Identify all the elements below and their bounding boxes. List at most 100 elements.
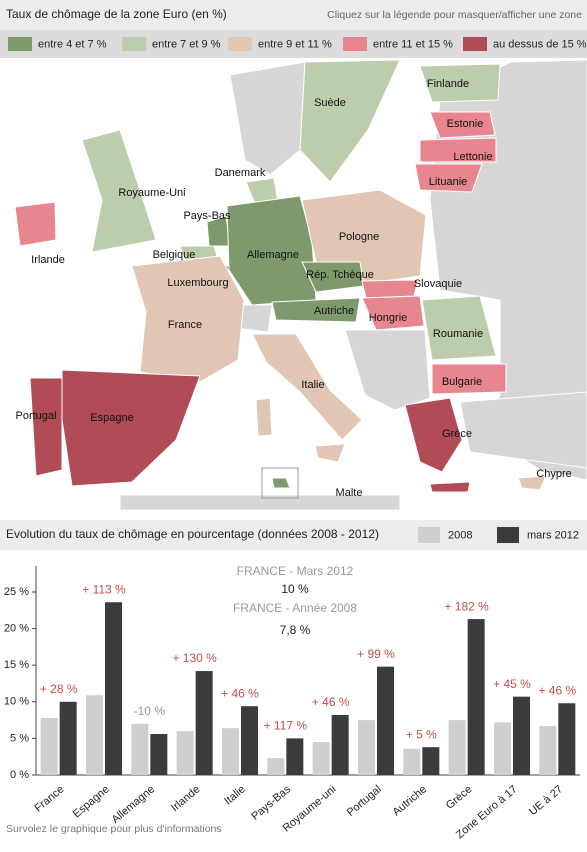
legend-swatch bbox=[343, 37, 367, 51]
chart-title: Evolution du taux de chômage en pourcent… bbox=[6, 527, 379, 541]
country bbox=[414, 163, 483, 193]
country bbox=[29, 377, 63, 477]
x-tick-label: Allemagne bbox=[110, 783, 158, 826]
country-label: Lettonie bbox=[453, 151, 492, 163]
country bbox=[419, 137, 497, 163]
country bbox=[131, 255, 245, 383]
y-tick-label: 10 % bbox=[4, 696, 29, 708]
change-label: + 46 % bbox=[312, 695, 350, 709]
change-label: + 46 % bbox=[538, 683, 576, 697]
legend-label: au dessus de 15 % bbox=[493, 38, 587, 50]
country bbox=[61, 369, 201, 487]
country bbox=[361, 295, 425, 331]
x-tick-label: Espagne bbox=[71, 783, 112, 820]
country-label: Finlande bbox=[427, 78, 469, 90]
chart-footer: Survolez le graphique pour plus d'inform… bbox=[6, 823, 222, 835]
country bbox=[314, 443, 346, 463]
legend-swatch bbox=[228, 37, 252, 51]
bar bbox=[222, 728, 239, 775]
chart-header bbox=[0, 520, 587, 550]
change-label: + 45 % bbox=[493, 677, 531, 691]
annotation: 10 % bbox=[281, 582, 309, 596]
bar bbox=[312, 742, 330, 775]
legend-item[interactable]: entre 9 et 11 % bbox=[228, 37, 332, 51]
country bbox=[404, 397, 463, 473]
x-tick-label: Grèce bbox=[444, 783, 475, 811]
country-label: Allemagne bbox=[247, 249, 299, 261]
legend-swatch bbox=[418, 527, 440, 543]
bar bbox=[131, 723, 149, 775]
legend-swatch bbox=[463, 37, 487, 51]
country bbox=[429, 111, 496, 139]
x-tick-label: Italie bbox=[222, 783, 248, 807]
annotation: 7,8 % bbox=[280, 623, 311, 637]
bar bbox=[513, 696, 530, 775]
country-label: Autriche bbox=[314, 305, 354, 317]
x-tick-label: Irlande bbox=[169, 783, 202, 814]
annotation: FRANCE - Mars 2012 bbox=[237, 564, 354, 578]
legend-swatch bbox=[497, 527, 519, 543]
legend-item[interactable]: entre 7 et 9 % bbox=[122, 37, 221, 51]
x-tick-label: Portugal bbox=[345, 783, 384, 819]
change-label: + 46 % bbox=[221, 686, 259, 700]
country bbox=[255, 397, 273, 437]
country bbox=[419, 63, 501, 103]
bar bbox=[331, 714, 349, 775]
country-label: Royaume-Uni bbox=[118, 187, 185, 199]
country-label: Luxembourg bbox=[167, 277, 228, 289]
country bbox=[271, 477, 291, 489]
country-label: Pologne bbox=[339, 231, 379, 243]
change-label: + 117 % bbox=[264, 719, 308, 733]
bar bbox=[539, 725, 557, 775]
legend-label: entre 9 et 11 % bbox=[258, 38, 332, 50]
change-label: + 182 % bbox=[444, 599, 489, 613]
bar bbox=[403, 748, 421, 775]
map-legend: entre 4 et 7 % entre 7 et 9 % entre 9 et 1… bbox=[8, 37, 587, 51]
legend-item[interactable]: au dessus de 15 % bbox=[463, 37, 587, 51]
x-tick-label: Pays-Bas bbox=[249, 783, 293, 823]
bar bbox=[286, 738, 304, 775]
country bbox=[429, 481, 471, 493]
country-label: Danemark bbox=[215, 167, 266, 179]
header-bar bbox=[0, 0, 587, 30]
country bbox=[271, 297, 361, 323]
bar bbox=[150, 734, 168, 775]
country-label: Belgique bbox=[153, 249, 196, 261]
bar bbox=[267, 758, 285, 775]
country-label: Hongrie bbox=[369, 312, 408, 324]
legend-item[interactable]: entre 11 et 15 % bbox=[343, 37, 453, 51]
change-label: + 5 % bbox=[406, 727, 437, 741]
bar bbox=[40, 717, 58, 775]
country-label: Malte bbox=[336, 487, 363, 499]
bar bbox=[59, 701, 77, 775]
non-euro-land bbox=[229, 61, 306, 176]
country bbox=[251, 333, 363, 441]
country bbox=[517, 475, 547, 491]
legend-item[interactable]: entre 4 et 7 % bbox=[8, 37, 107, 51]
legend-bar bbox=[0, 30, 587, 58]
legend-label: entre 11 et 15 % bbox=[373, 38, 453, 50]
change-label: -10 % bbox=[134, 704, 166, 718]
bar bbox=[176, 731, 194, 775]
map: Finlande Suède Estonie Lettonie Lituanie… bbox=[0, 58, 587, 511]
map-title: Taux de chômage de la zone Euro (en %) bbox=[6, 7, 227, 21]
y-tick-label: 0 % bbox=[10, 769, 29, 781]
inset-frame bbox=[261, 467, 299, 499]
bar bbox=[422, 747, 440, 775]
y-tick-label: 20 % bbox=[4, 623, 29, 635]
chart: 0 % 5 % 10 % 15 % 20 % 25 % + 28 % France + 113 … bbox=[4, 564, 580, 841]
bar bbox=[358, 720, 375, 775]
legend-swatch bbox=[122, 37, 146, 51]
country-label: Portugal bbox=[16, 410, 57, 422]
country-label: Bulgarie bbox=[442, 376, 482, 388]
bar bbox=[241, 706, 258, 775]
non-euro-land bbox=[119, 494, 401, 511]
bar bbox=[448, 720, 466, 775]
annotation: FRANCE - Année 2008 bbox=[233, 601, 357, 615]
bar bbox=[494, 722, 511, 775]
country-label: Espagne bbox=[90, 412, 133, 424]
change-label: + 99 % bbox=[357, 647, 395, 661]
legend-label: 2008 bbox=[448, 529, 472, 541]
x-tick-label: France bbox=[33, 783, 67, 814]
